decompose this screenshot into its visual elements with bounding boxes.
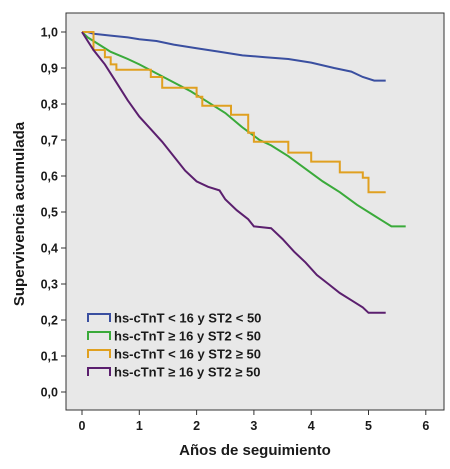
y-tick-label: 0,9 xyxy=(41,62,58,76)
x-tick-label: 1 xyxy=(136,419,143,433)
legend-swatch-2 xyxy=(87,331,111,340)
y-axis: 0,0 0,1 0,2 0,3 0,4 0,5 0,6 0,7 0,8 0,9 1,0 xyxy=(41,26,66,400)
y-tick-label: 1,0 xyxy=(41,26,58,40)
legend-swatch-4 xyxy=(87,367,111,376)
x-tick-label: 5 xyxy=(365,419,372,433)
x-tick-label: 2 xyxy=(193,419,200,433)
x-tick-label: 4 xyxy=(308,419,315,433)
y-tick-label: 0,2 xyxy=(41,314,58,328)
series-line-2 xyxy=(81,31,406,228)
x-tick-label: 6 xyxy=(422,419,429,433)
legend-label-4: hs-cTnT ≥ 16 y ST2 ≥ 50 xyxy=(114,365,261,380)
y-tick-label: 0,0 xyxy=(41,386,58,400)
y-tick-label: 0,7 xyxy=(41,134,58,148)
y-tick-label: 0,4 xyxy=(41,242,58,256)
plot-area xyxy=(65,12,445,411)
y-tick-label: 0,6 xyxy=(41,170,58,184)
legend-swatch-1 xyxy=(87,313,111,322)
x-axis-label: Años de seguimiento xyxy=(179,442,331,459)
series-lines xyxy=(81,31,406,314)
x-tick-label: 3 xyxy=(250,419,257,433)
series-line-1 xyxy=(82,31,386,82)
legend-swatch-3 xyxy=(87,349,111,358)
series-line-3 xyxy=(82,31,386,194)
legend-label-1: hs-cTnT < 16 y ST2 < 50 xyxy=(114,311,261,326)
y-tick-label: 0,8 xyxy=(41,98,58,112)
y-tick-label: 0,5 xyxy=(41,206,58,220)
legend-label-3: hs-cTnT < 16 y ST2 ≥ 50 xyxy=(114,347,261,362)
x-axis: 0 1 2 3 4 5 6 xyxy=(79,410,429,433)
legend: hs-cTnT < 16 y ST2 < 50 hs-cTnT ≥ 16 y ST… xyxy=(87,311,261,380)
y-tick-label: 0,3 xyxy=(41,278,58,292)
y-tick-label: 0,1 xyxy=(41,350,58,364)
legend-label-2: hs-cTnT ≥ 16 y ST2 < 50 xyxy=(114,329,261,344)
series-line-4 xyxy=(81,31,386,314)
y-axis-label: Supervivencia acumulada xyxy=(11,121,28,306)
x-tick-label: 0 xyxy=(79,419,86,433)
